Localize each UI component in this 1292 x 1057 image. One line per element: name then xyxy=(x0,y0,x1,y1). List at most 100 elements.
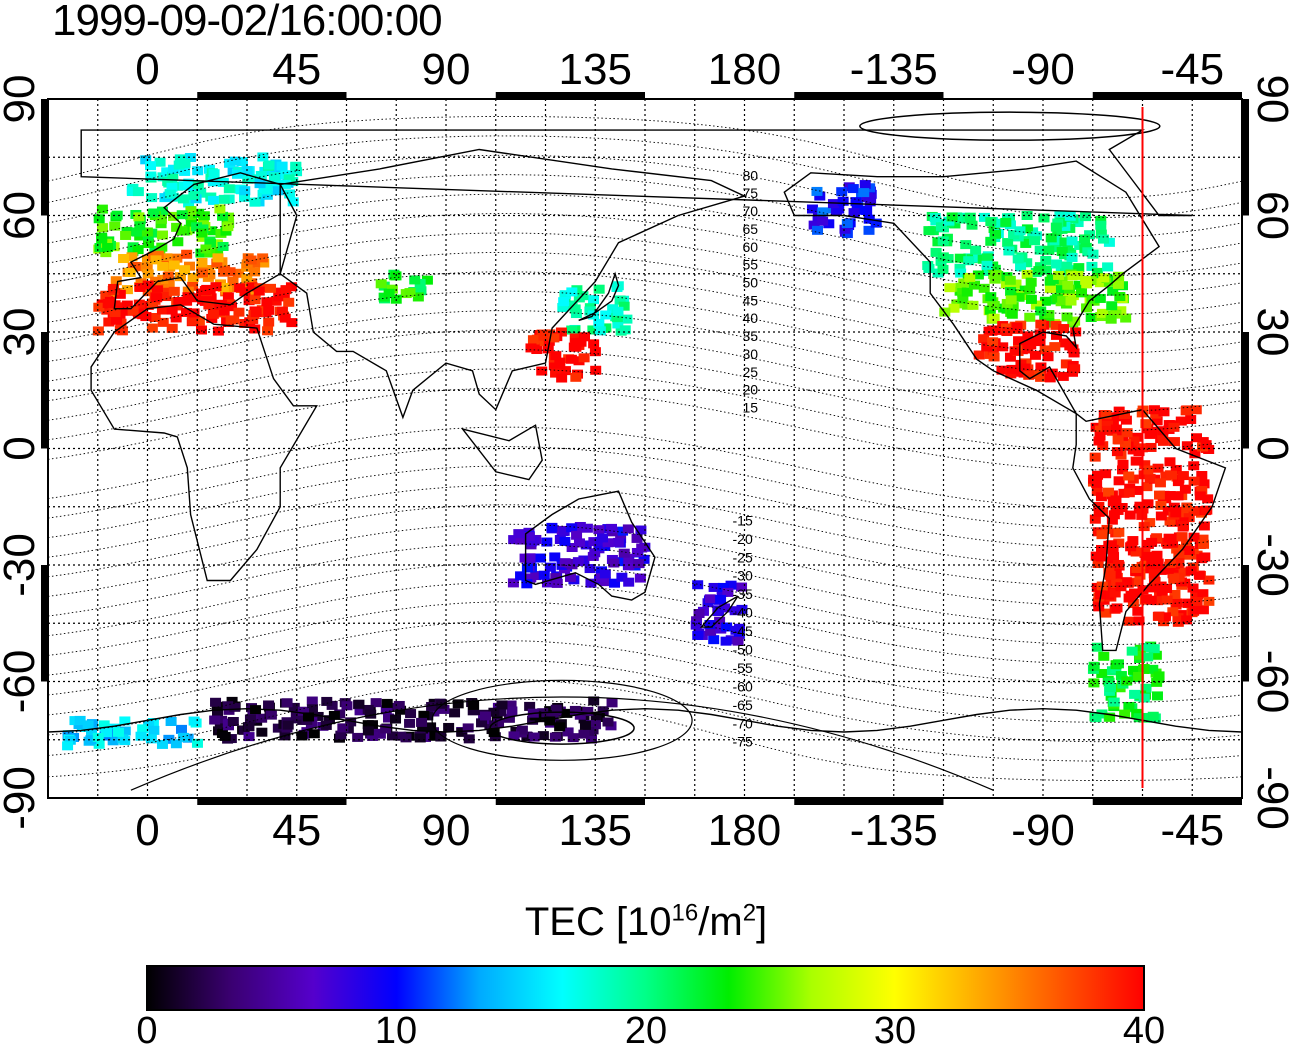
tec-cell xyxy=(102,242,114,252)
lat-ticks-right: 90 60 30 0 -30 -60 -90 xyxy=(1248,75,1292,830)
tec-cell xyxy=(1057,371,1069,381)
maglat-contour xyxy=(48,329,1242,413)
tec-cell xyxy=(211,258,223,268)
tec-cell xyxy=(1107,544,1119,554)
tec-cell xyxy=(1132,606,1144,616)
tec-cell xyxy=(1138,664,1150,674)
tec-cell xyxy=(531,345,543,355)
tec-cell xyxy=(581,523,593,533)
tec-cell xyxy=(806,204,818,214)
tec-cell xyxy=(386,731,398,741)
tec-cell xyxy=(1011,322,1023,332)
tec-cell xyxy=(622,524,634,534)
tec-cell xyxy=(1035,319,1047,329)
coastline xyxy=(90,304,318,582)
tec-cell xyxy=(1183,545,1195,555)
tec-cell xyxy=(1120,415,1132,425)
tec-cell xyxy=(1197,605,1209,615)
tec-cell xyxy=(1040,265,1052,275)
maglat-label: 30 xyxy=(743,346,759,362)
maglat-contour xyxy=(48,174,1242,257)
tec-cell xyxy=(256,727,268,737)
tec-cell xyxy=(124,267,136,277)
tec-cell xyxy=(134,282,146,292)
tec-cell xyxy=(1092,559,1104,569)
tec-cell xyxy=(133,212,145,222)
maglat-label: -30 xyxy=(733,568,753,584)
tec-cell xyxy=(1152,558,1164,568)
tec-cell xyxy=(1128,665,1140,675)
maglat-contour xyxy=(48,193,1242,277)
tec-cell xyxy=(1133,713,1145,723)
tec-cell xyxy=(185,206,197,216)
coastline xyxy=(113,172,298,310)
tec-cell xyxy=(365,709,377,719)
tec-cell xyxy=(1142,499,1154,509)
tec-cell xyxy=(954,253,966,263)
tec-cell xyxy=(126,187,138,197)
tec-cell xyxy=(249,197,261,207)
tec-cell xyxy=(1172,613,1184,623)
tec-cell xyxy=(1102,487,1114,497)
tec-cell xyxy=(837,196,849,206)
maglat-label: -50 xyxy=(733,641,753,657)
tec-cell xyxy=(1110,569,1122,579)
tec-cell xyxy=(725,580,737,590)
tec-cell xyxy=(692,580,704,590)
tec-cell xyxy=(606,698,618,708)
tec-cell xyxy=(1103,237,1115,247)
tec-cell xyxy=(117,306,129,316)
tec-cell xyxy=(1144,429,1156,439)
tec-cell xyxy=(635,525,647,535)
tec-cell xyxy=(550,351,562,361)
tec-cell xyxy=(1093,507,1105,517)
tec-cell xyxy=(390,714,402,724)
frame-bar xyxy=(197,92,347,99)
tec-cell xyxy=(1140,419,1152,429)
tec-cell xyxy=(981,253,993,263)
tec-cell xyxy=(297,706,309,716)
maglat-label: -40 xyxy=(733,605,753,621)
tec-cell xyxy=(210,301,222,311)
tec-cell xyxy=(570,372,582,382)
colorbar-tick: 40 xyxy=(1122,1010,1166,1052)
tec-cell xyxy=(290,161,302,171)
tec-cell xyxy=(1060,359,1072,369)
tec-cell xyxy=(101,305,113,315)
lat-tick-label: -90 xyxy=(1248,766,1292,830)
tec-cell xyxy=(1123,488,1135,498)
tec-cell xyxy=(261,297,273,307)
tec-cell xyxy=(1198,521,1210,531)
tec-cell xyxy=(429,731,441,741)
tec-cell xyxy=(145,171,157,181)
tec-cell xyxy=(508,535,520,545)
tec-cell xyxy=(580,540,592,550)
tec-cell xyxy=(632,559,644,569)
tec-cell xyxy=(187,272,199,282)
tec-cell xyxy=(1164,516,1176,526)
tec-cell xyxy=(496,700,508,710)
tec-cell xyxy=(1085,312,1097,322)
colorbar-title-unit-exponent: 2 xyxy=(742,899,757,927)
tec-cell xyxy=(566,523,578,533)
tec-cell xyxy=(955,268,967,278)
tec-cell xyxy=(1105,683,1117,693)
tec-cell xyxy=(508,731,520,741)
tec-cell xyxy=(196,228,208,238)
tec-cell xyxy=(1100,608,1112,618)
tec-cell xyxy=(551,578,563,588)
tec-cell xyxy=(107,736,119,746)
tec-cell xyxy=(1123,616,1135,626)
tec-cell xyxy=(162,271,174,281)
tec-cell xyxy=(556,373,568,383)
tec-cell xyxy=(569,304,581,314)
tec-cell xyxy=(214,723,226,733)
tec-cell xyxy=(170,739,182,749)
tec-cell xyxy=(1173,550,1185,560)
tec-cell xyxy=(149,313,161,323)
maglat-label: -75 xyxy=(733,734,753,750)
tec-cell xyxy=(503,713,515,723)
tec-cell xyxy=(133,299,145,309)
frame-bar xyxy=(1242,565,1249,682)
tec-cell xyxy=(1154,490,1166,500)
